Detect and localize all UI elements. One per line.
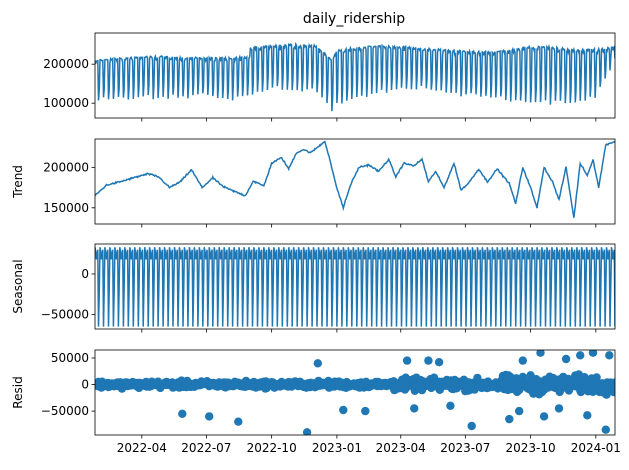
- resid-outlier-point: [424, 356, 432, 364]
- resid-outlier-point: [515, 407, 523, 415]
- panel-observed: 100000 200000: [43, 33, 615, 122]
- seasonal-line: [95, 247, 615, 326]
- resid-outlier-point: [505, 415, 513, 423]
- x-tick-label: 2024-01: [571, 441, 621, 455]
- x-tick-label: 2023-04: [376, 441, 426, 455]
- resid-outlier-point: [339, 406, 347, 414]
- resid-outlier-point: [576, 351, 584, 359]
- resid-outlier-point: [435, 358, 443, 366]
- resid-outlier-point: [602, 426, 610, 434]
- resid-outlier-point: [403, 356, 411, 364]
- resid-outlier-point: [468, 422, 476, 430]
- panel-resid: −50000 0 50000 Resid 2022-04 2022-07 2022-10 20…: [11, 349, 621, 456]
- panel-seasonal: −50000 0 Seasonal: [11, 244, 615, 333]
- resid-outlier-point: [361, 407, 369, 415]
- y-tick-label: 200000: [43, 57, 89, 71]
- y-tick-label: 50000: [51, 351, 89, 365]
- panel-frame: [95, 139, 615, 224]
- plot-area: [95, 44, 615, 111]
- resid-outlier-point: [540, 412, 548, 420]
- plot-area: [95, 142, 615, 218]
- y-tick-label: 0: [81, 267, 89, 281]
- y-axis-label: Seasonal: [11, 259, 25, 313]
- resid-outlier-point: [205, 412, 213, 420]
- x-tick-label: 2023-01: [312, 441, 362, 455]
- y-tick-label: 100000: [43, 96, 89, 110]
- panels-layer: 100000 200000 150000 200000 Trend −50000 0 Seas…: [11, 33, 621, 455]
- y-tick-label: −50000: [41, 307, 89, 321]
- x-tick-label: 2022-07: [181, 441, 231, 455]
- resid-outlier-point: [519, 356, 527, 364]
- resid-point: [610, 386, 618, 394]
- resid-outlier-point: [555, 404, 563, 412]
- trend-line: [95, 142, 615, 218]
- chart-title: daily_ridership: [303, 11, 405, 27]
- y-tick-label: −50000: [41, 404, 89, 418]
- panel-trend: 150000 200000 Trend: [11, 139, 615, 228]
- resid-outlier-point: [178, 410, 186, 418]
- y-axis-label: Trend: [11, 165, 25, 199]
- resid-outlier-point: [410, 404, 418, 412]
- plot-area: [95, 247, 615, 326]
- y-tick-label: 200000: [43, 160, 89, 174]
- x-tick-label: 2022-04: [117, 441, 167, 455]
- x-tick-label: 2023-10: [506, 441, 556, 455]
- resid-outlier-point: [234, 418, 242, 426]
- y-tick-label: 150000: [43, 201, 89, 215]
- resid-outlier-point: [562, 355, 570, 363]
- resid-outlier-point: [583, 411, 591, 419]
- resid-outlier-point: [605, 351, 613, 359]
- y-tick-label: 0: [81, 378, 89, 392]
- x-tick-label: 2022-10: [247, 441, 297, 455]
- y-axis-label: Resid: [11, 376, 25, 408]
- x-tick-label: 2023-07: [440, 441, 490, 455]
- observed-line: [95, 44, 615, 111]
- resid-outlier-point: [314, 359, 322, 367]
- resid-dots: [91, 349, 619, 437]
- plot-area: [91, 349, 619, 437]
- resid-outlier-point: [446, 402, 454, 410]
